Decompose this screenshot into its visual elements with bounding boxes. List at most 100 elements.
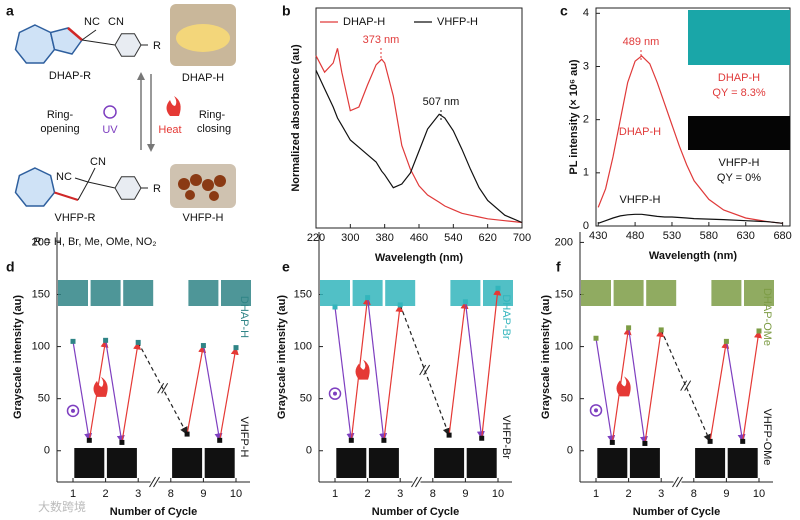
series-line [315,70,523,224]
label: R [153,183,161,195]
photo-label: VHFP-H [183,212,224,224]
state-label: DHAP-OMe [761,288,773,346]
x-tick-label: 2 [365,488,371,500]
data-point [397,302,403,308]
cycle-segment [72,341,93,442]
sample-photo [368,448,399,478]
sample-photo [90,280,121,306]
sample-photo [597,448,628,478]
y-tick-label: 100 [32,340,50,352]
ring [49,27,84,55]
inset-label: DHAP-H [718,72,760,84]
x-tick-label: 3 [135,488,141,500]
line-break [684,380,692,391]
y-tick-label: 2 [583,114,589,126]
data-point [593,335,599,341]
axis-break [153,476,160,488]
y-tick-label: 0 [583,220,589,232]
state-label: VHFP-OMe [761,409,773,466]
bond [87,167,96,183]
sample-photo [711,280,742,306]
cycle-segment [660,329,711,443]
state-label: DHAP-Br [500,294,512,340]
uv-icon-core [71,408,75,413]
axis-break [415,476,422,488]
line-break [161,382,169,394]
data-point [740,438,746,444]
cycle-segment [334,306,355,442]
ring [14,167,56,207]
bond [77,181,89,201]
y-tick-label: 0 [306,445,312,457]
label: R [153,40,161,52]
inset-image [688,116,790,150]
cycle-segment [219,346,239,441]
bond [54,191,79,201]
data-point [348,437,354,443]
inset-label: VHFP-H [719,157,760,169]
cycle-segment [628,327,648,445]
y-tick-label: 4 [583,7,589,19]
data-point [446,432,452,438]
ring [114,33,142,57]
x-tick-label: 300 [341,232,359,244]
annotation: 489 nm [623,36,660,48]
sample-photo [188,280,219,306]
x-axis-label: Wavelength (nm) [375,252,464,264]
data-point [86,437,92,443]
label: opening [40,123,79,135]
data-point [626,325,632,331]
data-point [658,327,664,333]
cycle-segment [448,300,469,436]
axis-break [672,476,679,488]
axis-break [149,476,156,488]
x-tick-label: 10 [492,488,504,500]
data-point [200,343,206,349]
cycle-segment [464,301,485,440]
data-point [70,338,76,344]
sample-photo [123,280,154,306]
y-axis-label: Grayscale intensity (au) [12,295,24,419]
cycle-segment [105,340,125,444]
legend-label: VHFP-H [437,16,478,28]
panel-letter: d [6,259,15,275]
x-tick-label: 2 [626,488,632,500]
data-point [103,337,109,343]
uv-icon [589,404,603,417]
cycle-segment [367,297,388,442]
sample-photo [727,448,758,478]
x-tick-label: 2 [103,488,109,500]
data-point [381,437,387,443]
watermark: 大数跨境 [38,499,86,514]
x-tick-label: 10 [753,488,765,500]
y-tick-label: 0 [44,445,50,457]
substituent-note: R = H, Br, Me, OMe, NO₂ [33,236,156,248]
y-tick-label: 50 [300,393,312,405]
line-break [423,364,431,376]
axis-break [411,476,418,488]
photo-crystal [176,24,230,52]
data-point [462,299,468,305]
x-tick-label: 480 [626,230,644,242]
ring [14,24,56,64]
x-tick-label: 540 [444,232,462,244]
series-line [315,48,523,224]
sample-photo [320,280,350,306]
x-axis-label: Wavelength (nm) [649,250,738,262]
cycle-segment [725,341,746,443]
heat-icon [166,96,181,116]
label: closing [197,123,231,135]
bond [81,39,116,46]
y-tick-label: 150 [32,288,50,300]
x-tick-label: 1 [593,488,599,500]
sample-photo [385,280,416,306]
x-tick-label: 620 [478,232,496,244]
sample-photo [74,448,105,478]
data-point [332,304,338,310]
sample-photo [172,448,203,478]
data-point [119,439,125,445]
sample-photo [744,280,774,306]
x-tick-label: 8 [691,488,697,500]
sample-photo [581,280,611,306]
